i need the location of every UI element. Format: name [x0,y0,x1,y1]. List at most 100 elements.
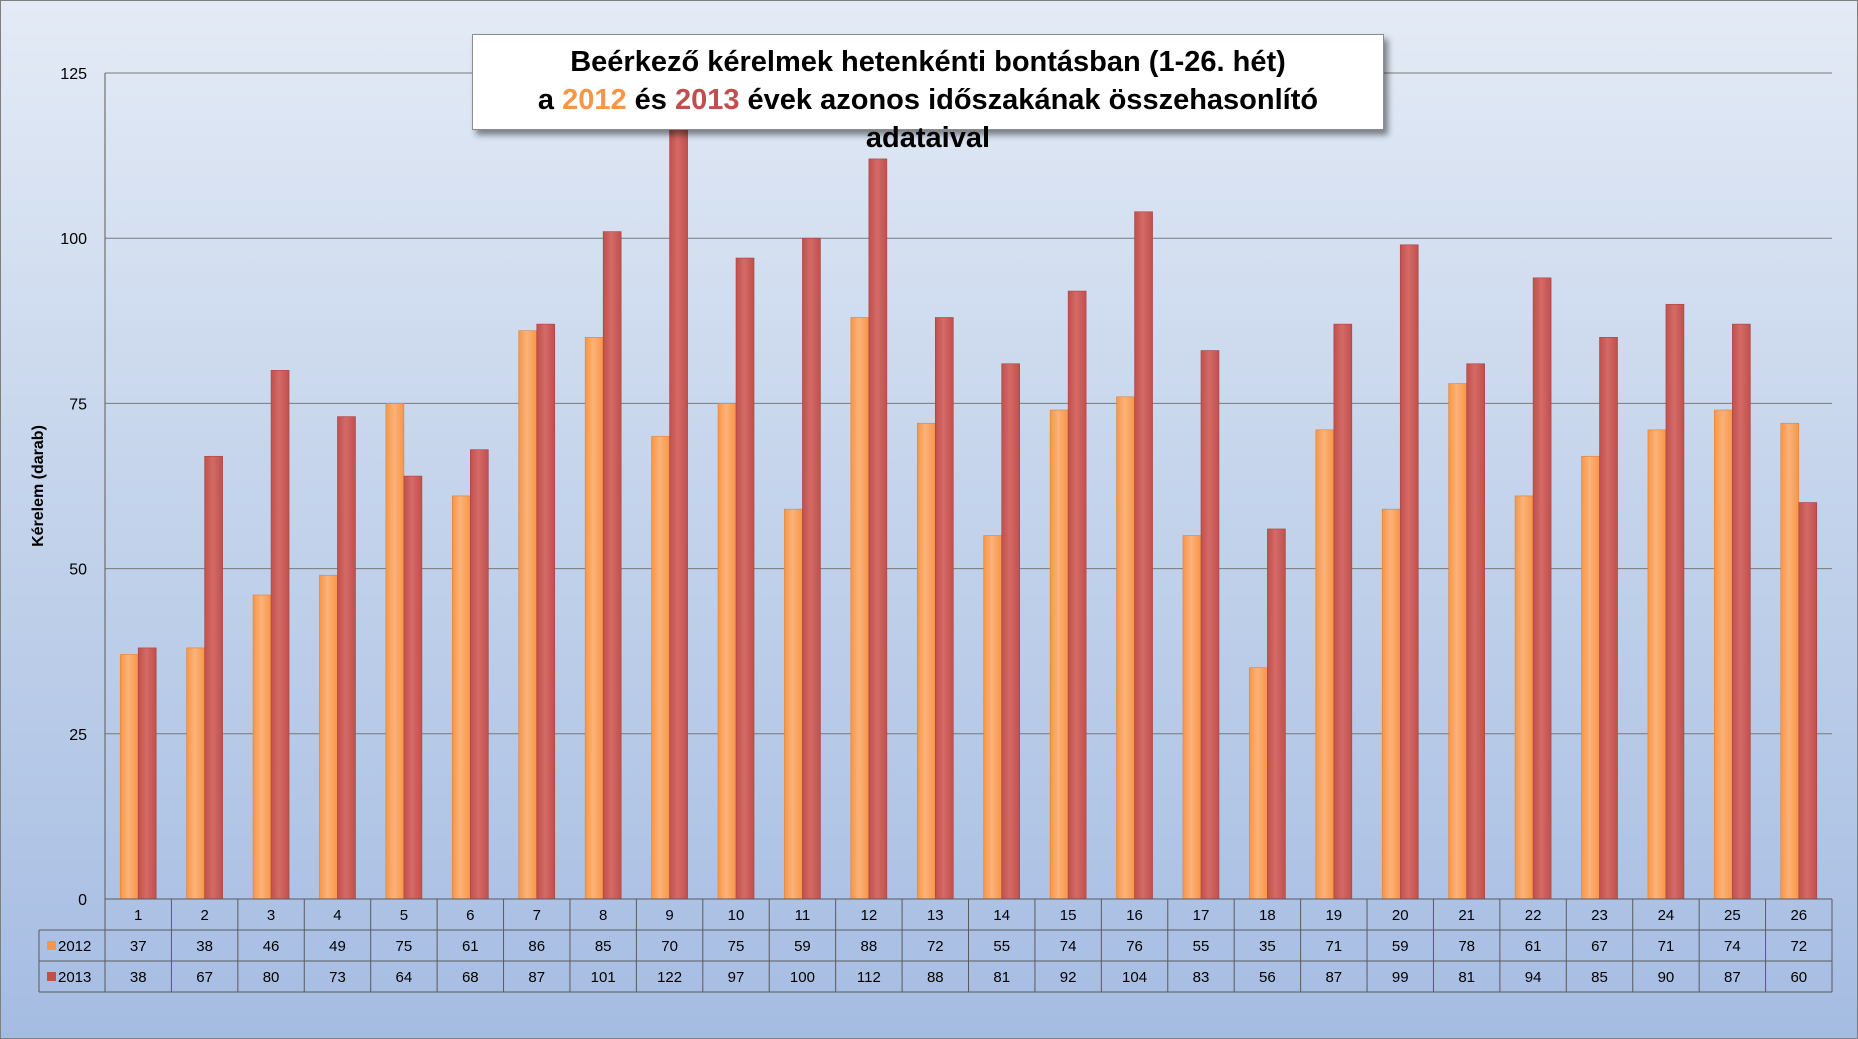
data-label: 88 [861,938,878,955]
y-axis-title: Kérelem (darab) [30,425,47,547]
bar-2012-week-14 [983,535,1003,900]
data-label: 64 [396,969,413,986]
bar-2013-week-25 [1732,323,1751,900]
data-label: 87 [528,969,545,986]
bar-2013-week-23 [1599,337,1618,900]
data-label: 122 [657,969,682,986]
x-tick-label: 11 [795,907,811,924]
bar-2013-week-15 [1067,290,1087,900]
x-tick-label: 7 [533,907,541,924]
bar-2012-week-20 [1381,508,1401,900]
title-year-2013: 2013 [674,84,740,116]
bar-2012-week-23 [1581,455,1600,900]
bar-2012-week-7 [518,330,538,900]
legend-swatch-2012 [47,941,56,950]
bar-2012-week-15 [1049,409,1069,900]
bar-2013-week-13 [934,317,954,900]
data-label: 56 [1259,969,1276,986]
data-label: 75 [396,938,413,955]
legend-label-2012: 2012 [58,938,91,955]
title-line-2: a 2012 és 2013 évek azonos időszakának ö… [473,81,1383,157]
data-label: 71 [1325,938,1342,955]
data-label: 101 [591,969,616,986]
bar-2012-week-12 [850,317,870,900]
title-year-2012: 2012 [562,84,627,116]
data-label: 74 [1724,938,1741,955]
data-label: 38 [130,969,147,986]
y-tick-label: 125 [60,66,87,83]
legend-swatch-2013 [47,972,56,981]
data-label: 92 [1060,969,1077,986]
bar-2012-week-8 [584,337,604,900]
x-tick-label: 9 [665,907,673,924]
legend-label-2013: 2013 [58,969,91,986]
bar-2013-week-11 [802,237,821,900]
data-label: 68 [462,969,479,986]
data-label: 61 [1525,938,1542,955]
bar-2013-week-7 [536,323,556,900]
x-tick-label: 23 [1591,907,1608,924]
data-label: 88 [927,969,944,986]
data-label: 59 [794,938,811,955]
bar-2013-week-10 [735,257,755,900]
data-label: 71 [1658,938,1675,955]
x-tick-label: 14 [993,907,1010,924]
data-label: 55 [993,938,1010,955]
bar-2013-week-5 [403,475,423,900]
x-tick-label: 24 [1658,907,1675,924]
bar-2013-week-14 [1001,363,1021,900]
bar-2013-week-26 [1798,502,1818,900]
x-tick-label: 16 [1126,907,1143,924]
data-label: 60 [1790,969,1807,986]
x-tick-label: 15 [1060,907,1077,924]
title-suffix: évek azonos időszakának összehasonlító a… [739,84,1319,154]
title-middle: és [626,84,675,116]
data-label: 97 [728,969,745,986]
title-line-1: Beérkező kérelmek hetenkénti bontásban (… [570,46,1286,78]
data-label: 78 [1458,938,1475,955]
bar-2012-week-25 [1714,409,1733,900]
data-label: 90 [1658,969,1675,986]
data-label: 35 [1259,938,1276,955]
chart-title: Beérkező kérelmek hetenkénti bontásban (… [472,34,1384,154]
bar-2012-week-24 [1647,429,1667,900]
bar-2013-week-12 [868,158,888,900]
bar-2012-week-10 [717,403,737,900]
x-tick-label: 22 [1525,907,1542,924]
bar-2012-week-5 [385,403,405,900]
y-tick-label: 50 [69,562,87,579]
data-label: 100 [790,969,815,986]
data-label: 80 [263,969,280,986]
data-label: 70 [661,938,678,955]
data-label: 83 [1193,969,1210,986]
x-tick-label: 3 [267,907,275,924]
data-label: 99 [1392,969,1409,986]
x-tick-label: 2 [200,907,208,924]
data-label: 67 [1591,938,1608,955]
data-label: 72 [1790,938,1807,955]
data-label: 104 [1122,969,1147,986]
x-tick-label: 21 [1458,907,1475,924]
data-label: 87 [1325,969,1342,986]
bar-2012-week-6 [452,495,471,900]
x-tick-label: 1 [134,907,142,924]
x-tick-label: 5 [400,907,408,924]
data-label: 59 [1392,938,1409,955]
data-label: 37 [130,938,147,955]
bar-2013-week-20 [1399,244,1419,900]
bar-2013-week-16 [1134,211,1153,900]
x-tick-label: 6 [466,907,474,924]
x-tick-label: 19 [1325,907,1342,924]
x-tick-label: 10 [728,907,745,924]
x-tick-label: 26 [1790,907,1807,924]
x-tick-label: 8 [599,907,607,924]
bar-2013-week-21 [1466,363,1485,900]
data-label: 67 [196,969,213,986]
bar-2012-week-22 [1514,495,1534,900]
x-tick-label: 12 [861,907,878,924]
x-tick-label: 18 [1259,907,1276,924]
bar-2013-week-3 [270,370,290,900]
bar-2012-week-4 [319,574,338,900]
